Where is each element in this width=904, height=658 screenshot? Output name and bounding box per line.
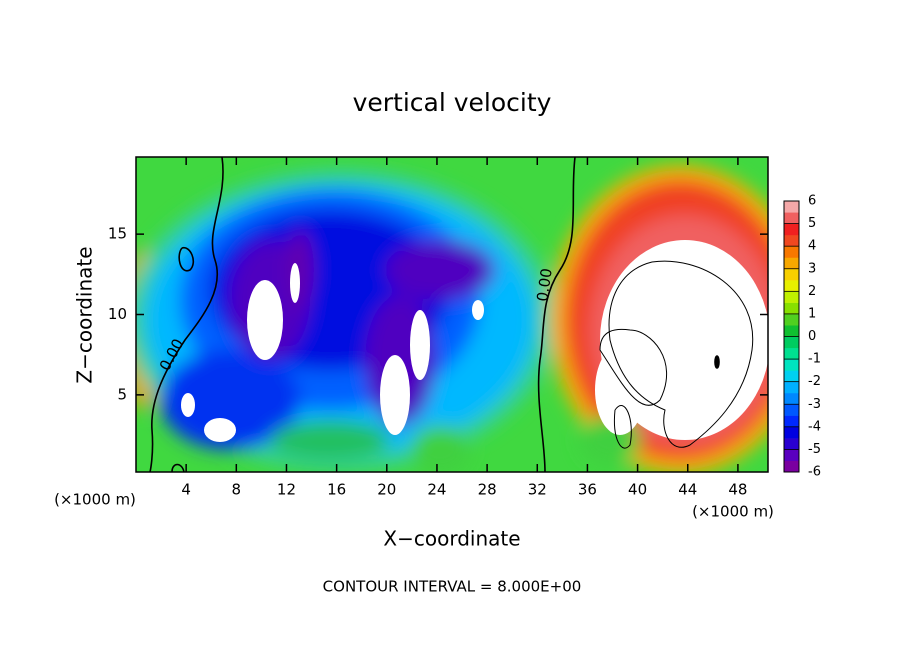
x-tick-label: 48 bbox=[728, 481, 747, 499]
colorbar-band bbox=[784, 313, 799, 326]
x-tick-label: 36 bbox=[578, 481, 597, 499]
colorbar-band bbox=[784, 246, 799, 258]
y-axis-title: Z−coordinate bbox=[73, 246, 97, 383]
x-tick-label: 28 bbox=[478, 481, 497, 499]
colorbar-tick-label: -6 bbox=[808, 465, 821, 480]
colorbar-band bbox=[784, 404, 799, 416]
x-tick-label: 8 bbox=[232, 481, 242, 499]
x-tick-label: 20 bbox=[377, 481, 396, 499]
colorbar-band bbox=[784, 234, 799, 247]
colorbar-band bbox=[784, 426, 799, 439]
x-tick-label: 40 bbox=[628, 481, 647, 499]
colorbar-band bbox=[784, 415, 799, 428]
y-tick-label: 10 bbox=[108, 305, 127, 323]
field bbox=[136, 157, 768, 472]
colorbar-tick-label: -5 bbox=[808, 442, 821, 457]
contour-lines bbox=[149, 157, 754, 472]
colorbar-band bbox=[784, 449, 799, 462]
colorbar-tick-label: -3 bbox=[808, 397, 821, 412]
colorbar-band bbox=[784, 370, 799, 382]
colorbar-band bbox=[784, 223, 799, 236]
colorbar-band bbox=[784, 359, 799, 371]
colorbar-tick-label: 5 bbox=[808, 216, 816, 231]
colorbar-band bbox=[784, 336, 799, 349]
y-unit-label: (×1000 m) bbox=[692, 503, 774, 521]
colorbar-band bbox=[784, 438, 799, 450]
colorbar-band bbox=[784, 325, 799, 337]
colorbar-band bbox=[784, 257, 799, 270]
colorbar-tick-label: 6 bbox=[808, 194, 816, 209]
colorbar-tick-label: 1 bbox=[808, 306, 816, 321]
x-tick-label: 12 bbox=[277, 481, 296, 499]
colorbar-tick-label: 2 bbox=[808, 284, 816, 299]
colorbar-tick-label: -2 bbox=[808, 374, 821, 389]
colorbar-band bbox=[784, 302, 799, 315]
x-tick-label: 32 bbox=[528, 481, 547, 499]
colorbar-band bbox=[784, 381, 799, 394]
colorbar-band bbox=[784, 268, 799, 281]
chart-title: vertical velocity bbox=[353, 88, 552, 117]
footer-note: CONTOUR INTERVAL = 8.000E+00 bbox=[323, 578, 582, 596]
colorbar-band bbox=[784, 392, 799, 405]
y-tick-label: 15 bbox=[108, 225, 127, 243]
colorbar-tick-label: 3 bbox=[808, 261, 816, 276]
contour-label: 0.00 bbox=[533, 267, 555, 303]
colorbar-tick-label: -1 bbox=[808, 352, 821, 367]
colorbar-band bbox=[784, 212, 799, 224]
x-tick-label: 16 bbox=[327, 481, 346, 499]
x-tick-label: 44 bbox=[678, 481, 697, 499]
colorbar-band bbox=[784, 291, 799, 303]
y-tick-label: 5 bbox=[117, 385, 127, 403]
x-tick-label: 4 bbox=[181, 481, 191, 499]
x-tick-label: 24 bbox=[427, 481, 446, 499]
colorbar-band bbox=[784, 460, 799, 473]
colorbar-tick-label: 0 bbox=[808, 329, 816, 344]
colorbar-band bbox=[784, 201, 799, 213]
colorbar-band bbox=[784, 280, 799, 292]
colorbar-tick-label: -4 bbox=[808, 419, 821, 434]
x-unit-label: (×1000 m) bbox=[54, 491, 136, 509]
colorbar-tick-label: 4 bbox=[808, 239, 816, 254]
x-axis-title: X−coordinate bbox=[383, 527, 520, 551]
field-white bbox=[181, 240, 768, 442]
colorbar-band bbox=[784, 347, 799, 360]
